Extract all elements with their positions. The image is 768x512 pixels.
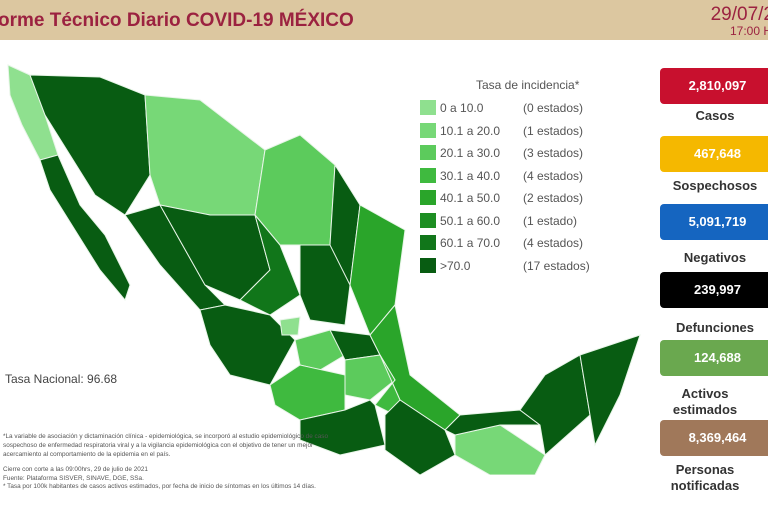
legend-range: 40.1 a 50.0 — [440, 191, 501, 205]
stat-label: Defunciones — [675, 320, 754, 335]
legend-row: 0 a 10.0 (0 estados) — [420, 100, 600, 118]
stat-value: 239,997 — [660, 272, 768, 308]
report-title: orme Técnico Diario COVID-19 MÉXICO — [0, 10, 354, 31]
legend-swatch — [420, 212, 436, 228]
stat-value: 5,091,719 — [660, 204, 768, 240]
legend-row: 50.1 a 60.0 (1 estado) — [420, 212, 600, 231]
legend-row: 20.1 a 30.0 (3 estados) — [420, 145, 600, 163]
legend-title: Tasa de incidencia* — [476, 78, 580, 92]
legend-range: 50.1 a 60.0 — [440, 213, 501, 228]
legend-range: 20.1 a 30.0 — [440, 146, 501, 160]
legend-swatch — [420, 167, 436, 183]
stat-label: Negativos — [683, 250, 747, 265]
rate-note: * Tasa por 100k habitantes de casos acti… — [3, 483, 316, 490]
state-puebla — [374, 354, 401, 416]
legend-row: 40.1 a 50.0 (2 estados) — [420, 190, 600, 208]
state-baja-california-sur — [39, 154, 131, 302]
legend-range: 10.1 a 20.0 — [440, 123, 501, 138]
state-chihuahua — [144, 94, 266, 216]
legend-swatch — [420, 235, 436, 250]
legend-swatch — [420, 190, 436, 205]
state-guanajuato — [294, 329, 346, 371]
footnotes: Cierre con corte a las 09:00hrs, 29 de j… — [3, 466, 316, 492]
state-campeche — [519, 354, 591, 456]
stat-label: Sospechosos — [672, 178, 758, 193]
state-michoacan — [269, 364, 346, 421]
legend-swatch — [420, 122, 436, 138]
stat-label: Personas notificadas — [670, 462, 740, 493]
legend-range: 30.1 a 40.0 — [440, 168, 501, 183]
report-time: 17:00 H — [729, 24, 768, 38]
stat-value: 124,688 — [660, 340, 768, 376]
legend-swatch — [420, 100, 436, 115]
header: orme Técnico Diario COVID-19 MÉXICO 29/0… — [0, 0, 768, 40]
mexico-incidence-map — [7, 64, 641, 475]
stat-value: 2,810,097 — [660, 68, 768, 104]
state-estado-de-mexico — [344, 354, 396, 401]
state-yucatan-quintana-roo — [579, 334, 641, 447]
legend-row: >70.0 (17 estados) — [420, 257, 600, 276]
legend-count: (4 estados) — [523, 236, 584, 250]
legend-range: >70.0 — [440, 258, 471, 273]
cutoff-note: Cierre con corte a las 09:00hrs, 29 de j… — [3, 466, 148, 473]
source-note: Fuente: Plataforma SISVER, SINAVE, DGE, … — [3, 474, 144, 482]
legend-swatch — [420, 257, 436, 273]
state-coahuila — [254, 134, 336, 246]
legend-swatch — [420, 145, 436, 160]
legend-count: (1 estado) — [523, 213, 578, 228]
legend-count: (4 estados) — [523, 168, 584, 183]
stat-value: 8,369,464 — [660, 420, 768, 456]
state-san-luis-potosi — [299, 244, 351, 326]
stat-value: 467,648 — [660, 136, 768, 172]
state-nayarit-jalisco — [199, 304, 296, 386]
legend-range: 0 a 10.0 — [440, 101, 484, 115]
legend-row: 10.1 a 20.0 (1 estados) — [420, 122, 600, 141]
stat-label: Activos estimados — [672, 386, 738, 417]
legend-count: (1 estados) — [523, 123, 584, 138]
legend-count: (3 estados) — [523, 146, 584, 160]
legend-row: 30.1 a 40.0 (4 estados) — [420, 167, 600, 186]
national-rate: Tasa Nacional: 96.68 — [5, 372, 118, 386]
report-date: 29/07/2 — [710, 4, 768, 25]
legend-count: (17 estados) — [523, 258, 590, 273]
stat-label: Casos — [695, 108, 735, 123]
state-guerrero — [299, 399, 386, 456]
legend-range: 60.1 a 70.0 — [440, 236, 501, 250]
legend-count: (2 estados) — [523, 191, 584, 205]
legend-row: 60.1 a 70.0 (4 estados) — [420, 235, 600, 253]
methodology-note: *La variable de asociación y dictaminaci… — [3, 433, 329, 458]
legend-count: (0 estados) — [523, 101, 584, 115]
state-aguascalientes — [279, 316, 301, 336]
